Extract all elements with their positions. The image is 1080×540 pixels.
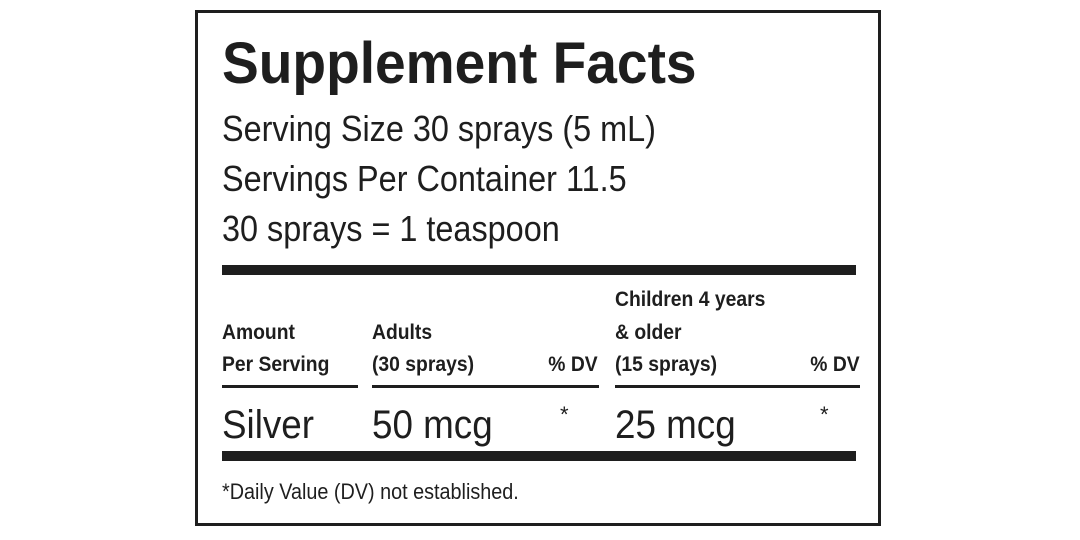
column-header: Children 4 years (615, 288, 766, 311)
daily-value: * (560, 402, 569, 427)
amount: 50 mcg (372, 403, 493, 447)
title: Supplement Facts (222, 31, 697, 96)
label-border (195, 10, 881, 526)
thick-rule (222, 451, 856, 461)
column-header: (15 sprays) (615, 353, 718, 376)
daily-value: * (820, 402, 829, 427)
column-header: & older (615, 321, 682, 344)
serving-info: 30 sprays = 1 teaspoon (222, 208, 560, 249)
amount: 25 mcg (615, 403, 736, 447)
thin-rule (222, 385, 358, 388)
thin-rule (615, 385, 860, 388)
column-header: Adults (372, 321, 433, 344)
thick-rule (222, 265, 856, 275)
column-header: Amount (222, 321, 295, 344)
thin-rule (372, 385, 599, 388)
serving-info: Servings Per Container 11.5 (222, 158, 627, 199)
column-header: % DV (810, 353, 860, 376)
column-header: Per Serving (222, 353, 330, 376)
column-header: (30 sprays) (372, 353, 475, 376)
footnote: *Daily Value (DV) not established. (222, 479, 519, 504)
serving-info: Serving Size 30 sprays (5 mL) (222, 108, 656, 149)
column-header: % DV (548, 353, 598, 376)
nutrient-name: Silver (222, 403, 315, 447)
